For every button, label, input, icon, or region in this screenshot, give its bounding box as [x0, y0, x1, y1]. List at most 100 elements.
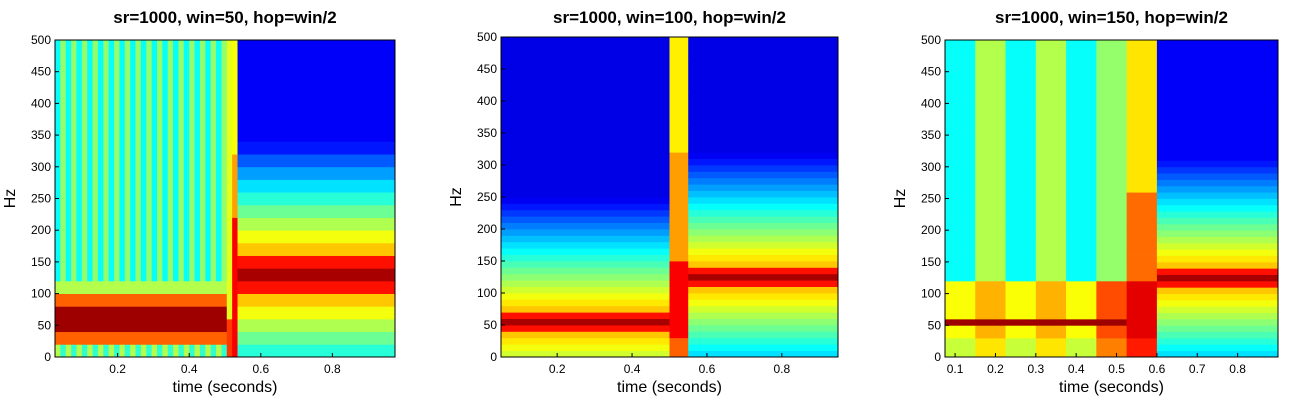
- heatmap-cell-350: [1156, 350, 1279, 358]
- heatmap-cell-311: [1126, 280, 1158, 288]
- heatmap-cell-79: [135, 306, 142, 333]
- heatmap-cell-114: [151, 293, 158, 307]
- heatmap-cell-33: [60, 331, 67, 345]
- heatmap-cell-54: [975, 325, 1006, 333]
- heatmap-cell-57: [975, 306, 1006, 314]
- heatmap-cell-338: [1126, 109, 1158, 117]
- heatmap-cell-188: [205, 40, 212, 282]
- heatmap-cell-10: [945, 287, 976, 294]
- heatmap-cell-139: [1005, 103, 1037, 111]
- heatmap-cell-102: [1005, 337, 1037, 345]
- x-tick-label: 0.8: [773, 362, 790, 376]
- heatmap-cell-134: [87, 280, 93, 294]
- heatmap-cell-90: [669, 94, 689, 102]
- heatmap-cell-43: [501, 75, 670, 83]
- heatmap-cell-295: [1096, 65, 1128, 73]
- heatmap-cell-263: [1096, 268, 1128, 275]
- heatmap-cell-300: [1126, 350, 1158, 358]
- heatmap-cell-116: [162, 293, 169, 307]
- y-axis-label: Hz: [892, 189, 909, 209]
- heatmap-cell-359: [1156, 293, 1279, 301]
- heatmap-cell-197: [237, 344, 396, 358]
- heatmap-cell-142: [1005, 84, 1037, 92]
- heatmap-cell-46: [945, 59, 976, 66]
- heatmap-cell-5: [501, 318, 670, 326]
- heatmap-cell-199: [1035, 40, 1067, 47]
- heatmap-cell-117: [167, 293, 174, 307]
- x-tick-label: 0.1: [947, 362, 964, 376]
- heatmap-cell-86: [669, 120, 689, 127]
- heatmap-cell-220: [237, 52, 396, 66]
- heatmap-cell-216: [1066, 249, 1097, 256]
- heatmap-cell-105: [1005, 318, 1037, 326]
- heatmap-cell-92: [975, 84, 1006, 92]
- heatmap-cell-200: [1066, 350, 1097, 358]
- heatmap-cell-24: [945, 198, 976, 206]
- y-tick-label: 400: [31, 96, 51, 110]
- y-axis-label: Hz: [448, 187, 465, 207]
- x-tick-label: 0.8: [324, 362, 341, 376]
- heatmap-cell-185: [1035, 128, 1067, 136]
- heatmap-cell-171: [1035, 217, 1067, 225]
- heatmap-cells: [55, 40, 396, 358]
- heatmap-cell-56: [975, 312, 1006, 320]
- y-tick-label: 450: [31, 65, 51, 79]
- y-tick-label: 500: [31, 33, 51, 47]
- heatmap-cell-111: [688, 280, 839, 287]
- y-tick-label: 350: [31, 128, 51, 142]
- heatmap-cell-213: [237, 141, 396, 155]
- heatmap-cell-186: [194, 40, 201, 282]
- heatmap-cell-22: [945, 211, 976, 218]
- heatmap-cell-107: [688, 305, 839, 313]
- heatmap-cell-8: [97, 344, 104, 358]
- heatmap-cell-42: [945, 84, 976, 92]
- heatmap-cell-11: [501, 280, 670, 287]
- heatmap-cell-98: [669, 43, 689, 51]
- heatmap-cell-75: [975, 192, 1006, 199]
- heatmap-cell-4: [945, 325, 976, 333]
- heatmap-cell-103: [92, 293, 99, 307]
- heatmap-cell-117: [1005, 242, 1037, 250]
- heatmap-cell-17: [945, 242, 976, 250]
- heatmap-cell-166: [87, 40, 93, 282]
- heatmap-cell-24: [183, 344, 190, 358]
- heatmap-cell-363: [1156, 268, 1279, 275]
- heatmap-cell-34: [501, 133, 670, 140]
- heatmap-cell-62: [216, 331, 222, 345]
- heatmap-cell-293: [1096, 78, 1128, 85]
- heatmap-cell-55: [669, 318, 689, 326]
- heatmap-cell-397: [1156, 52, 1279, 60]
- heatmap-cell-186: [1035, 122, 1067, 130]
- heatmap-cell-0: [55, 344, 61, 358]
- heatmap-cell-301: [1126, 344, 1158, 352]
- x-tick-label: 0.5: [1108, 362, 1125, 376]
- heatmap-cell-20: [501, 222, 670, 230]
- heatmap-cell-138: [108, 280, 115, 294]
- heatmap-cell-270: [1096, 223, 1128, 231]
- heatmap-cell-173: [1035, 204, 1067, 212]
- heatmap-cell-57: [669, 305, 689, 313]
- x-tick-label: 0.6: [252, 362, 269, 376]
- heatmap-cell-296: [1096, 59, 1128, 66]
- heatmap-cell-321: [1126, 217, 1158, 225]
- heatmap-cell-303: [1126, 331, 1158, 339]
- heatmap-cell-57: [189, 331, 195, 345]
- heatmap-cell-167: [92, 40, 99, 282]
- heatmap-cell-36: [76, 331, 83, 345]
- y-tick-label: 150: [477, 254, 497, 268]
- heatmap-cell-239: [1066, 103, 1097, 111]
- heatmap-cell-68: [76, 306, 83, 333]
- heatmap-cell-71: [92, 306, 99, 333]
- heatmap-cell-287: [1096, 116, 1128, 123]
- heatmap-cell-110: [1005, 287, 1037, 294]
- heatmap-cell-297: [1096, 52, 1128, 60]
- heatmap-cell-200: [237, 306, 396, 320]
- heatmap-cell-21: [945, 217, 976, 225]
- heatmap-cell-20: [945, 223, 976, 231]
- heatmap-cell-354: [1156, 325, 1279, 333]
- heatmap-cell-253: [1096, 331, 1128, 339]
- heatmap-cell-50: [975, 350, 1006, 358]
- heatmap-cell-97: [60, 293, 67, 307]
- heatmap-cell-95: [221, 306, 228, 333]
- heatmap-cell-31: [501, 152, 670, 159]
